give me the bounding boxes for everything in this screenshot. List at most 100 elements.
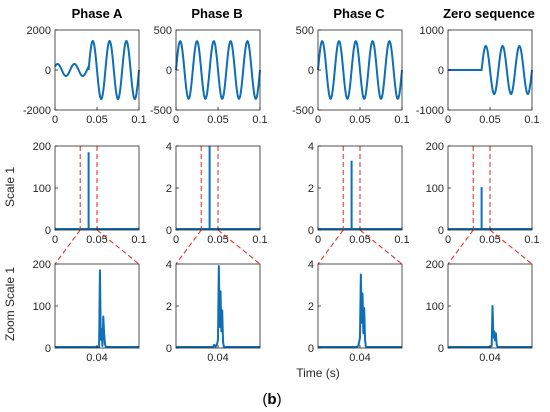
zero-sequence-zoom-ytick-label: 0 [438,343,444,355]
zero-sequence-zoom-ytick-label: 200 [426,259,444,271]
series-line-phase-b [175,40,261,100]
phase-b-xtick-label: 0.05 [207,114,228,126]
zero-sequence-xtick-label: 0.1 [524,114,539,126]
phase-c-scale1-xtick-label: 0 [315,234,321,246]
zoom-line-phase-c [318,273,402,348]
scale1-panel-phase-c: 4 2 00 0.05 0.1 [308,141,410,265]
zero-sequence-scale1-ytick-label: 200 [426,141,444,153]
zoom-line-phase-a [55,269,139,348]
phase-c-xtick-label: 0.1 [394,114,409,126]
phase-a-zoom-ytick-label: 100 [33,301,51,313]
phase-c-scale1-xtick-label: 0.1 [394,234,409,246]
zoom-panel-phase-a: 200 100 0 0.04 [33,259,140,364]
phase-b-ytick-label: 500 [154,25,172,37]
phase-b-xtick-label: 0.1 [252,114,267,126]
phase-c-scale1-ytick-label: 0 [308,225,314,237]
zero-sequence-zoom-ytick-label: 100 [426,301,444,313]
phase-a-ytick-label: 2000 [27,25,51,37]
zero-sequence-scale1-ytick-label: 100 [426,183,444,195]
zero-sequence-scale1-ytick-label: 0 [438,225,444,237]
phase-c-zoom-ytick-label: 0 [308,343,314,355]
phase-a-ytick-label: -2000 [23,105,51,117]
zoom-connector-phase-b [217,229,261,265]
phase-b-scale1-ytick-label: 4 [166,141,172,153]
zero-sequence-ytick-label: -1000 [416,105,444,117]
phase-a-scale1-ytick-label: 100 [33,183,51,195]
phase-a-scale1-xtick-label: 0.1 [131,234,146,246]
zoom-connector-phase-b [175,229,202,265]
phase-c-zoom-ytick-label: 2 [308,301,314,313]
phase-b-zoom-xtick-label: 0.04 [207,352,228,364]
zero-sequence-xtick-label: 0.05 [479,114,500,126]
phase-a-scale1-ytick-label: 0 [45,225,51,237]
title-phase-a: Phase A [72,6,123,21]
phase-b-scale1-xtick-label: 0 [173,234,179,246]
phase-c-scale1-xtick-label: 0.05 [349,234,370,246]
phase-b-ytick-label: -500 [150,105,172,117]
phase-a-zoom-ytick-label: 200 [33,259,51,271]
series-line-phase-a [54,39,140,101]
scale1-panel-phase-b: 4 2 00 0.05 0.1 [166,141,268,265]
ylabel-scale-1: Scale 1 [3,167,17,207]
phase-b-scale1-xtick-label: 0.1 [252,234,267,246]
scale1-panel-zero-sequence: 200 100 00 0.05 0.1 [426,141,540,265]
phase-b-zoom-ytick-label: 2 [166,301,172,313]
phase-b-scale1-ytick-label: 2 [166,183,172,195]
zero-sequence-ytick-label: 0 [438,65,444,77]
zoom-connector-phase-c [359,229,403,265]
phase-a-zoom-ytick-label: 0 [45,343,51,355]
phase-a-xtick-label: 0 [52,114,58,126]
phase-b-scale1-ytick-label: 0 [166,225,172,237]
phase-c-zoom-ytick-label: 4 [308,259,314,271]
title-phase-b: Phase B [191,6,242,21]
zoom-line-phase-b [176,265,260,348]
zero-sequence-xtick-label: 0 [445,114,451,126]
series-line-zero-sequence [448,44,533,96]
phase-a-xtick-label: 0.05 [86,114,107,126]
zero-sequence-zoom-xtick-label: 0.04 [479,352,500,364]
zoom-panel-phase-b: 4 2 0 0.04 [166,259,261,364]
zoom-line-zero-sequence [448,305,532,348]
phase-b-xtick-label: 0 [173,114,179,126]
phase-b-zoom-ytick-label: 0 [166,343,172,355]
phase-c-scale1-ytick-label: 4 [308,141,314,153]
phase-c-scale1-ytick-label: 2 [308,183,314,195]
zero-sequence-scale1-xtick-label: 0.1 [524,234,539,246]
phase-c-zoom-xtick-label: 0.04 [349,352,370,364]
phase-c-xtick-label: 0.05 [349,114,370,126]
phase-c-ytick-label: 0 [308,65,314,77]
zoom-connector-phase-a [54,229,81,265]
series-line-phase-c [317,40,403,100]
phase-a-xtick-label: 0.1 [131,114,146,126]
xlabel-time: Time (s) [296,366,340,380]
zoom-panel-zero-sequence: 200 100 0 0.04 [426,259,533,364]
zoom-connector-phase-c [317,229,344,265]
zero-sequence-zoom-frame [447,263,533,349]
zoom-panel-phase-c: 4 2 0 0.04 [308,259,403,364]
phase-c-ytick-label: -500 [292,105,314,117]
figure-caption: (b) [262,391,281,408]
phase-c-xtick-label: 0 [315,114,321,126]
phase-a-zoom-frame [54,263,140,349]
zero-sequence-scale1-xtick-label: 0.05 [479,234,500,246]
phase-a-scale1-ytick-label: 200 [33,141,51,153]
phase-a-scale1-xtick-label: 0.05 [86,234,107,246]
phase-a-scale1-xtick-label: 0 [52,234,58,246]
phase-a-ytick-label: 0 [45,65,51,77]
zoom-connector-zero-sequence [447,229,474,265]
phase-b-ytick-label: 0 [166,65,172,77]
phase-a-zoom-xtick-label: 0.04 [86,352,107,364]
phase-b-zoom-ytick-label: 4 [166,259,172,271]
scale1-panel-phase-a: 200 100 00 0.05 0.1 [33,141,147,265]
phase-b-scale1-xtick-label: 0.05 [207,234,228,246]
zero-sequence-ytick-label: 1000 [420,25,444,37]
title-zero-sequence: Zero sequence [443,6,535,21]
zoom-connector-phase-a [96,229,140,265]
zero-sequence-scale1-xtick-label: 0 [445,234,451,246]
